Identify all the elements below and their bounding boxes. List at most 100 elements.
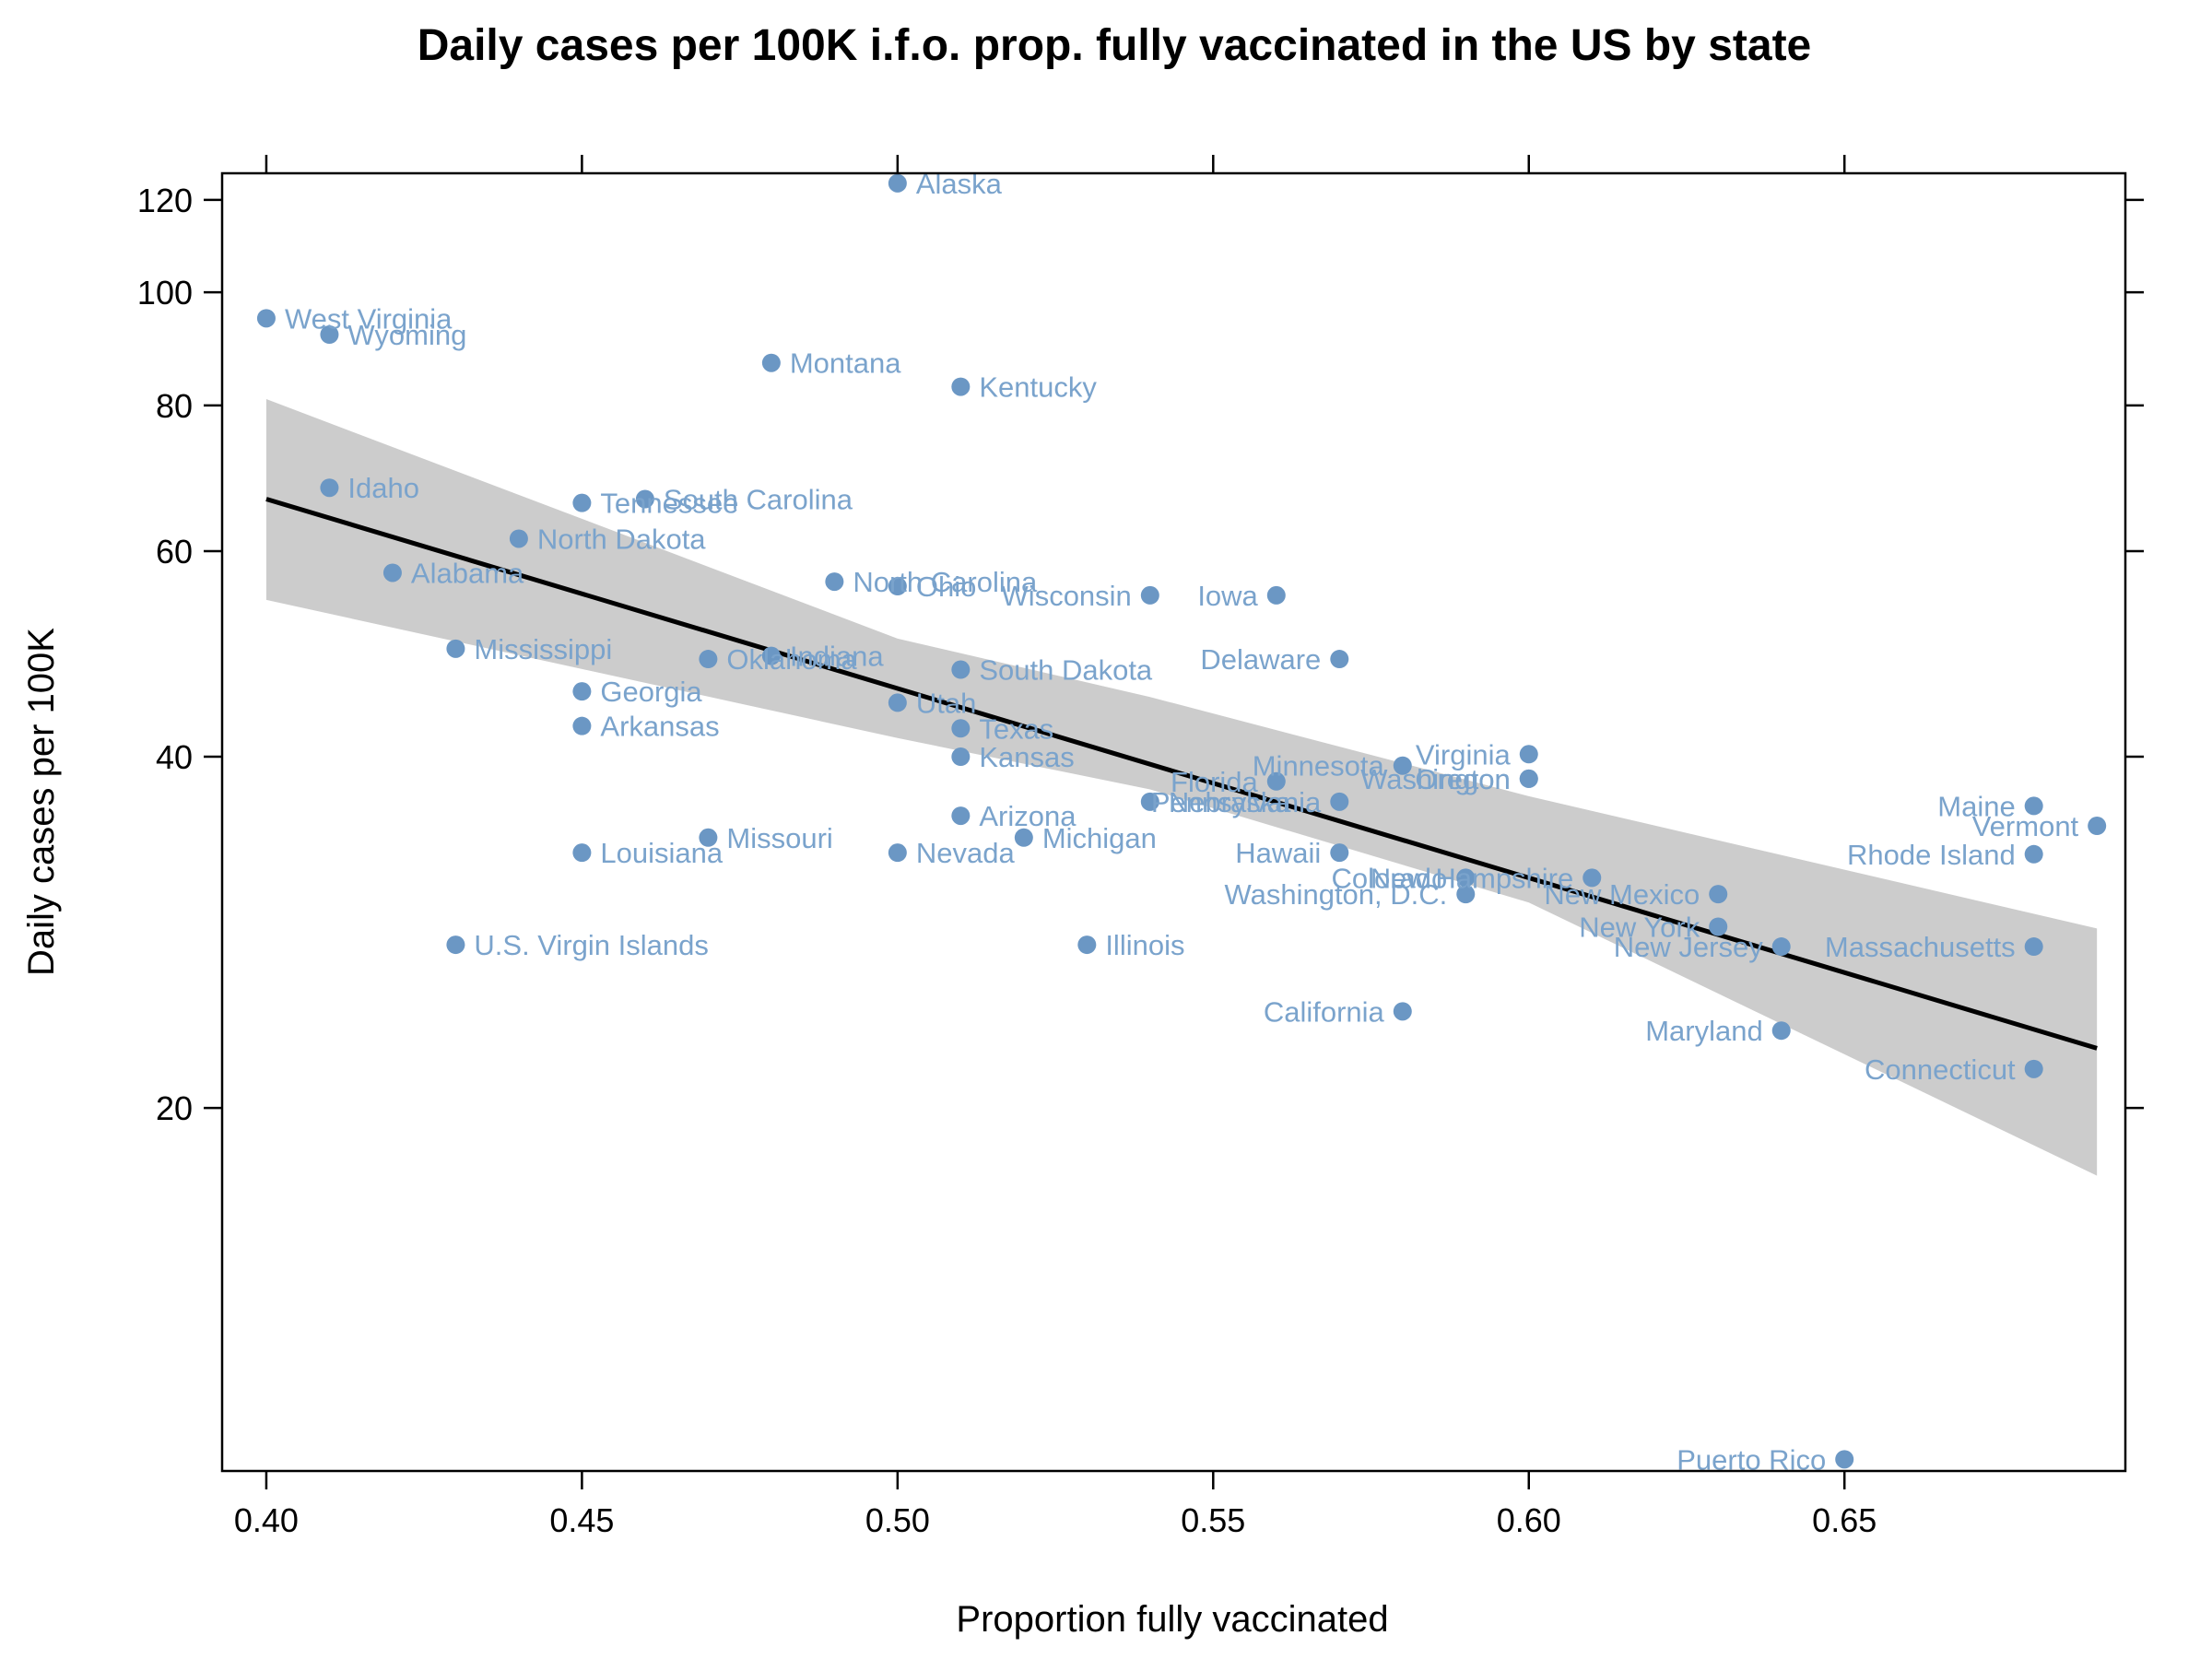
point-label: Missouri [726,822,832,854]
data-point [1835,1450,1854,1469]
point-label: California [1264,995,1385,1028]
data-point [1456,885,1476,904]
data-point [1330,650,1349,669]
data-point [572,682,592,701]
y-tick-label: 80 [156,387,193,425]
point-label: Ohio [916,571,976,603]
points-layer [256,173,2107,1469]
point-label: Florida [1171,766,1259,798]
data-point [572,843,592,863]
point-label: North Dakota [537,523,706,555]
fit-line-layer [265,497,2098,1051]
x-tick-label: 0.65 [1812,1501,1877,1539]
point-label: South Carolina [664,483,853,515]
point-label: Virginia [1416,738,1512,771]
point-label: Maryland [1645,1015,1763,1047]
point-label: Indiana [790,641,884,673]
y-axis-label: Daily cases per 100K [21,628,62,976]
data-point [446,935,465,955]
point-label: New Jersey [1614,931,1763,963]
point-label: Hawaii [1235,837,1321,869]
data-point [888,693,907,712]
point-label: Utah [916,687,976,719]
point-label: Oregon [1415,763,1510,795]
point-label: Nebraska [1169,786,1291,818]
data-point [1393,1002,1412,1021]
data-point [951,747,971,767]
data-point [2024,796,2043,816]
plot-frame [220,171,2127,1473]
data-point [1266,771,1286,791]
point-label: Texas [979,712,1053,745]
data-point [1330,792,1349,811]
point-label: Nevada [916,837,1016,869]
data-point [2024,844,2043,864]
data-point [825,572,844,592]
data-point [1077,935,1097,955]
point-label: Oklahoma [726,643,857,676]
point-label: West Virginia [285,302,453,335]
data-point [1519,769,1538,788]
x-tick-label: 0.60 [1497,1501,1561,1539]
point-label: Iowa [1197,580,1258,612]
point-label: Massachusetts [1825,931,2016,963]
point-label: Idaho [347,472,419,504]
confidence-band [265,399,2098,1176]
point-label: Pennsylvania [1151,786,1322,818]
data-point [1330,843,1349,863]
data-point [951,660,971,679]
point-label: Illinois [1105,929,1184,961]
data-point [320,325,339,345]
y-tick-label: 20 [156,1089,193,1127]
data-point [2088,817,2107,836]
data-point [1456,868,1476,888]
data-point [509,529,528,548]
data-point [1266,585,1286,605]
data-point [1771,937,1791,957]
x-tick-label: 0.45 [549,1501,614,1539]
data-point [382,563,402,582]
y-tick-label: 120 [137,182,193,219]
point-label: Mississippi [474,633,612,665]
point-label: Connecticut [1865,1053,2016,1086]
point-label: Vermont [1972,810,2079,842]
data-point [761,353,781,372]
point-label: Colorado [1331,862,1447,894]
point-label: Alabama [411,557,524,589]
data-point [1140,585,1159,605]
data-point [1519,745,1538,764]
point-label: New Hampshire [1371,862,1574,894]
data-point [699,650,718,669]
point-label: Michigan [1042,822,1157,854]
data-point [320,478,339,498]
data-point [888,576,907,595]
data-point [572,716,592,735]
point-label: Rhode Island [1847,839,2016,871]
data-point [1709,885,1728,904]
data-point [951,719,971,738]
point-label: South Dakota [979,654,1153,687]
data-point [446,639,465,658]
data-point [951,806,971,826]
data-point [1393,756,1412,775]
fit-line [265,497,2098,1051]
y-tick-label: 100 [137,274,193,312]
point-label: North Carolina [853,566,1038,598]
data-point [2024,1059,2043,1078]
point-label: Montana [790,347,901,380]
data-point [699,828,718,847]
point-label: Louisiana [600,837,723,869]
x-axis-label: Proportion fully vaccinated [956,1599,1388,1640]
point-label: Puerto Rico [1677,1443,1826,1476]
data-point [951,377,971,396]
chart-title: Daily cases per 100K i.f.o. prop. fully … [418,21,1812,70]
point-label: Georgia [600,676,702,708]
point-label: U.S. Virgin Islands [474,929,708,961]
point-label: Kentucky [979,371,1097,404]
y-tick-label: 60 [156,533,193,571]
x-tick-label: 0.40 [234,1501,299,1539]
data-point [635,489,654,509]
point-label: Kansas [979,741,1074,773]
